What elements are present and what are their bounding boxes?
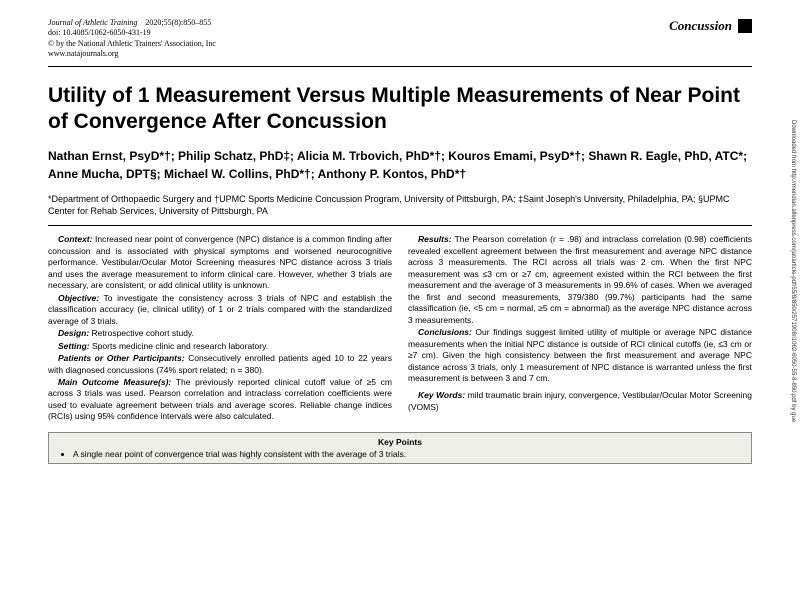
results-label: Results: — [418, 234, 452, 244]
keypoints-list: A single near point of convergence trial… — [59, 449, 741, 459]
journal-copyright: © by the National Athletic Trainers' Ass… — [48, 39, 216, 49]
journal-name: Journal of Athletic Training — [48, 18, 137, 27]
abstract-left-col: Context: Increased near point of converg… — [48, 234, 392, 424]
authors: Nathan Ernst, PsyD*†; Philip Schatz, PhD… — [48, 147, 752, 183]
context-label: Context: — [58, 234, 92, 244]
journal-name-line: Journal of Athletic Training 2020;55(8):… — [48, 18, 216, 28]
design-para: Design: Retrospective cohort study. — [48, 328, 392, 339]
outcome-para: Main Outcome Measure(s): The previously … — [48, 377, 392, 423]
category-text: Concussion — [669, 18, 732, 34]
keypoints-item: A single near point of convergence trial… — [73, 449, 741, 459]
abstract-right-col: Results: The Pearson correlation (r = .9… — [408, 234, 752, 424]
header-row: Journal of Athletic Training 2020;55(8):… — [48, 18, 752, 67]
results-text: The Pearson correlation (r = .98) and in… — [408, 234, 752, 324]
conclusions-label: Conclusions: — [418, 327, 472, 337]
keywords-para: Key Words: mild traumatic brain injury, … — [408, 390, 752, 413]
journal-doi: doi: 10.4085/1062-6050-431-19 — [48, 28, 216, 38]
keypoints-title: Key Points — [59, 437, 741, 447]
category-badge: Concussion — [669, 18, 752, 34]
conclusions-para: Conclusions: Our findings suggest limite… — [408, 327, 752, 384]
setting-para: Setting: Sports medicine clinic and rese… — [48, 341, 392, 352]
keypoints-box: Key Points A single near point of conver… — [48, 432, 752, 464]
objective-label: Objective: — [58, 293, 99, 303]
patients-label: Patients or Other Participants: — [58, 353, 185, 363]
download-watermark: Downloaded from http://meridian.allenpre… — [790, 120, 796, 422]
setting-text: Sports medicine clinic and research labo… — [92, 341, 268, 351]
design-text: Retrospective cohort study. — [92, 328, 194, 338]
design-label: Design: — [58, 328, 89, 338]
journal-url: www.natajournals.org — [48, 49, 216, 59]
objective-text: To investigate the consistency across 3 … — [48, 293, 392, 326]
setting-label: Setting: — [58, 341, 90, 351]
results-para: Results: The Pearson correlation (r = .9… — [408, 234, 752, 326]
outcome-label: Main Outcome Measure(s): — [58, 377, 171, 387]
abstract: Context: Increased near point of converg… — [48, 234, 752, 424]
page-container: Journal of Athletic Training 2020;55(8):… — [0, 0, 800, 464]
context-text: Increased near point of convergence (NPC… — [48, 234, 392, 290]
context-para: Context: Increased near point of converg… — [48, 234, 392, 291]
category-marker — [738, 19, 752, 33]
journal-meta: Journal of Athletic Training 2020;55(8):… — [48, 18, 216, 60]
affiliations: *Department of Orthopaedic Surgery and †… — [48, 193, 752, 226]
patients-para: Patients or Other Participants: Consecut… — [48, 353, 392, 376]
journal-citation: 2020;55(8):850–855 — [145, 18, 211, 27]
objective-para: Objective: To investigate the consistenc… — [48, 293, 392, 327]
article-title: Utility of 1 Measurement Versus Multiple… — [48, 83, 752, 136]
keywords-label: Key Words: — [418, 390, 465, 400]
